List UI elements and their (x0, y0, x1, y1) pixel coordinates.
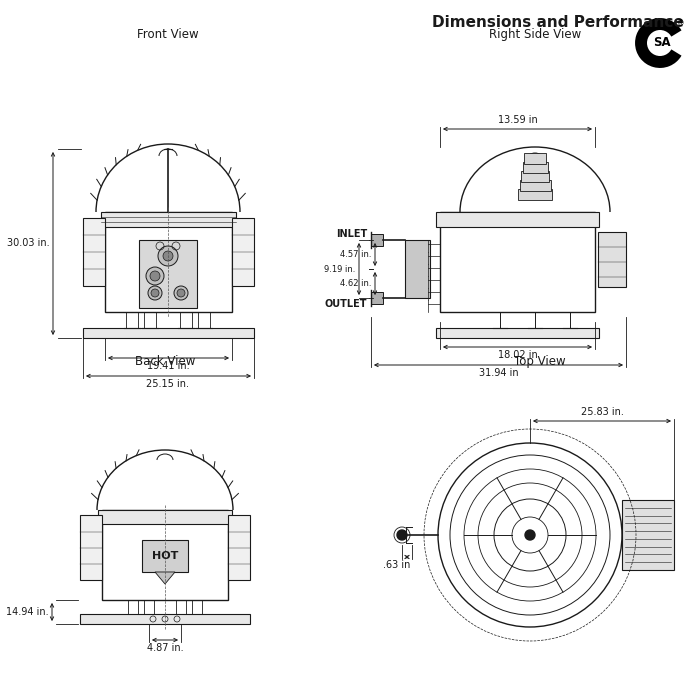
Text: 4.62 in.: 4.62 in. (340, 279, 372, 288)
Text: 14.94 in.: 14.94 in. (6, 607, 49, 617)
Text: OUTLET: OUTLET (325, 299, 367, 309)
Circle shape (177, 289, 185, 297)
Bar (440, 212, 595, 312)
Text: 4.87 in.: 4.87 in. (147, 643, 183, 653)
Bar (101, 212, 236, 227)
Bar (105, 212, 232, 312)
Circle shape (148, 286, 162, 300)
Text: 31.94 in: 31.94 in (479, 368, 518, 378)
Circle shape (397, 530, 407, 540)
Text: INLET: INLET (336, 229, 367, 239)
Bar (83, 218, 105, 286)
Bar (622, 500, 674, 570)
Bar (436, 328, 599, 338)
Text: HOT: HOT (152, 551, 178, 561)
Bar (436, 212, 599, 227)
Bar (371, 234, 383, 246)
Bar (524, 153, 546, 164)
Bar (405, 240, 430, 298)
Circle shape (151, 289, 159, 297)
Text: 25.83 in.: 25.83 in. (580, 407, 624, 417)
Text: 9.19 in.: 9.19 in. (323, 265, 355, 274)
Text: ®: ® (678, 20, 685, 29)
Bar (371, 292, 383, 304)
Bar (228, 515, 250, 580)
Text: 25.15 in.: 25.15 in. (146, 379, 190, 389)
Bar (80, 614, 250, 624)
Circle shape (158, 246, 178, 266)
Circle shape (174, 286, 188, 300)
Bar (98, 510, 232, 524)
Bar (523, 162, 548, 173)
Bar (80, 515, 102, 580)
Circle shape (647, 30, 673, 56)
Text: 30.03 in.: 30.03 in. (8, 239, 50, 248)
Text: Top View: Top View (514, 355, 566, 368)
Bar (83, 328, 254, 338)
Circle shape (525, 530, 535, 540)
Text: Front View: Front View (137, 28, 199, 41)
Text: 4.57 in.: 4.57 in. (340, 250, 372, 259)
Bar (139, 240, 197, 308)
Circle shape (163, 251, 173, 261)
Text: SA: SA (653, 36, 671, 48)
Bar (520, 180, 551, 191)
Circle shape (146, 267, 164, 285)
Bar (518, 189, 552, 200)
Text: .63 in: .63 in (384, 560, 411, 570)
Bar (102, 510, 228, 600)
Text: Dimensions and Performance: Dimensions and Performance (432, 15, 684, 30)
Polygon shape (155, 572, 175, 584)
Text: 19.41 in.: 19.41 in. (147, 361, 189, 371)
Bar (232, 218, 254, 286)
Bar (521, 171, 549, 182)
Bar (598, 232, 626, 287)
Text: 13.59 in: 13.59 in (498, 115, 538, 125)
Text: Back View: Back View (135, 355, 195, 368)
Text: 18.02 in: 18.02 in (498, 350, 538, 360)
Text: Right Side View: Right Side View (489, 28, 581, 41)
Bar (142, 540, 188, 572)
Circle shape (150, 271, 160, 281)
